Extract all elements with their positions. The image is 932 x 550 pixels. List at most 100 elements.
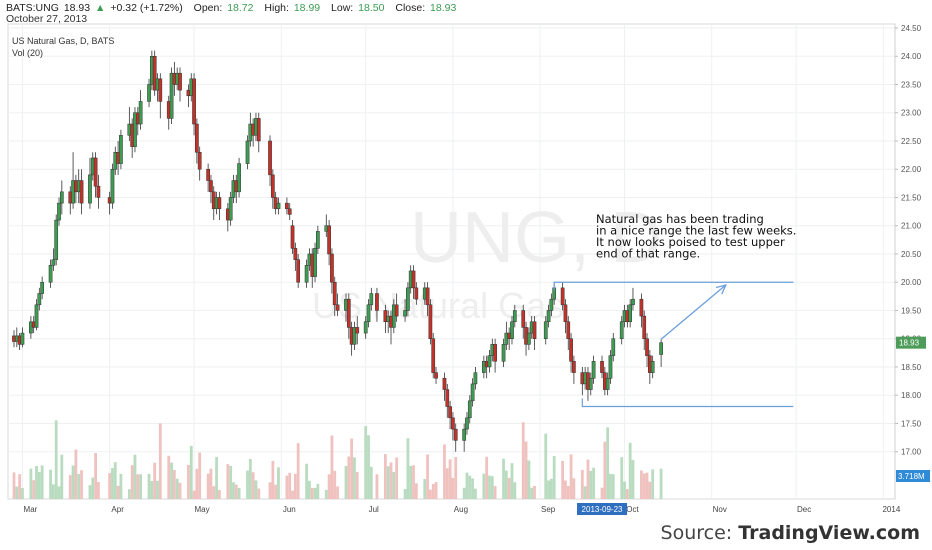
volume-bar <box>212 486 216 499</box>
volume-bar <box>431 484 435 499</box>
volume-bar <box>133 454 137 499</box>
volume-bar <box>600 487 604 499</box>
last-volume-badge-label: 3.718M <box>898 472 925 481</box>
candle <box>217 191 222 221</box>
candle <box>79 169 84 215</box>
candle <box>619 316 624 345</box>
volume-bar <box>296 443 300 499</box>
volume-bar <box>375 474 379 499</box>
volume-bar <box>209 468 213 499</box>
candle <box>527 327 531 351</box>
volume-bar <box>606 427 610 499</box>
candle <box>158 73 163 119</box>
volume-bar <box>474 488 477 499</box>
volume-bar <box>336 486 339 499</box>
volume-bar <box>628 442 632 499</box>
candle <box>152 50 157 96</box>
volume-bar <box>215 456 218 499</box>
volume-bar <box>293 473 297 499</box>
volume-bar <box>364 426 368 499</box>
candle <box>285 197 289 215</box>
time-tick-label: Aug <box>454 505 468 514</box>
volume-bar <box>367 435 370 499</box>
source-prefix: Source: <box>660 522 733 544</box>
candle <box>645 333 649 367</box>
volume-bar <box>192 490 196 499</box>
annotation-note-line: It now looks poised to test upper <box>596 235 785 249</box>
volume-bar <box>583 486 587 499</box>
volume-bar <box>178 482 182 499</box>
candle <box>192 73 196 136</box>
volume-bar <box>395 457 399 499</box>
price-tick-label: 21.00 <box>901 222 922 231</box>
volume-bar <box>471 478 475 499</box>
volume-bar <box>248 458 252 499</box>
time-tick-label: 2014 <box>882 505 900 514</box>
candle <box>37 287 42 311</box>
volume-bar <box>504 470 508 499</box>
volume-bar <box>611 474 615 499</box>
price-tick-label: 17.50 <box>901 419 922 428</box>
volume-bar <box>54 420 58 499</box>
candle <box>487 350 492 373</box>
volume-bar <box>347 456 351 499</box>
annotation-note-line: end of that range. <box>596 247 700 261</box>
volume-bar <box>305 463 309 499</box>
candle <box>394 293 399 322</box>
candle <box>51 248 56 271</box>
volume-bar <box>308 480 311 499</box>
candle <box>293 242 298 271</box>
volume-bar <box>423 479 427 499</box>
volume-bar <box>327 474 331 499</box>
price-tick-label: 22.00 <box>901 165 922 174</box>
source-credit: Source: TradingView.com <box>661 522 920 544</box>
symbol-label: BATS:UNG <box>6 2 59 14</box>
volume-bar <box>564 480 567 499</box>
volume-bar <box>445 468 449 499</box>
price-tick-label: 18.50 <box>901 363 922 372</box>
candle <box>501 338 506 367</box>
candle <box>453 423 458 452</box>
volume-bar <box>237 487 241 499</box>
price-tick-label: 23.50 <box>901 80 922 89</box>
volume-bar <box>592 467 595 499</box>
annotation-note-line: in a nice range the last few weeks. <box>596 224 796 238</box>
volume-bar <box>490 476 494 499</box>
volume-bar <box>454 457 458 499</box>
candle <box>467 395 472 424</box>
candle <box>304 259 309 288</box>
volume-bar <box>71 465 75 499</box>
candle <box>335 293 340 317</box>
volume-bar <box>271 460 275 499</box>
price-tick-label: 19.50 <box>901 306 922 315</box>
volume-bar <box>172 469 176 499</box>
volume-bar <box>77 474 81 499</box>
volume-bar <box>549 478 553 499</box>
candle <box>608 350 613 384</box>
volume-bar <box>136 474 140 499</box>
volume-bar <box>139 474 143 499</box>
last-price: 18.93 <box>63 2 91 14</box>
candle <box>197 146 202 181</box>
price-axis[interactable]: 24.50 24.00 23.50 23.00 22.50 22.00 21.50 21.00… <box>894 24 930 499</box>
candle <box>245 135 250 170</box>
volume-bar <box>589 470 593 499</box>
candle <box>532 316 537 351</box>
volume-bar <box>18 474 22 499</box>
time-axis[interactable]: Mar Apr May Jun Jul Aug Sep Oct Nov Dec 2014 2013-0… <box>24 503 901 515</box>
candle <box>445 383 450 418</box>
candle <box>270 169 275 209</box>
candle <box>147 78 151 108</box>
candle <box>512 304 517 328</box>
volume-bar <box>313 487 317 499</box>
volume-bar <box>434 482 438 499</box>
volume-bar <box>350 438 354 499</box>
volume-bar <box>274 484 278 499</box>
volume-bar <box>625 489 629 499</box>
time-tick-label: Apr <box>111 505 124 514</box>
volume-bars <box>12 420 663 499</box>
candle <box>352 321 357 351</box>
candle <box>650 355 655 379</box>
